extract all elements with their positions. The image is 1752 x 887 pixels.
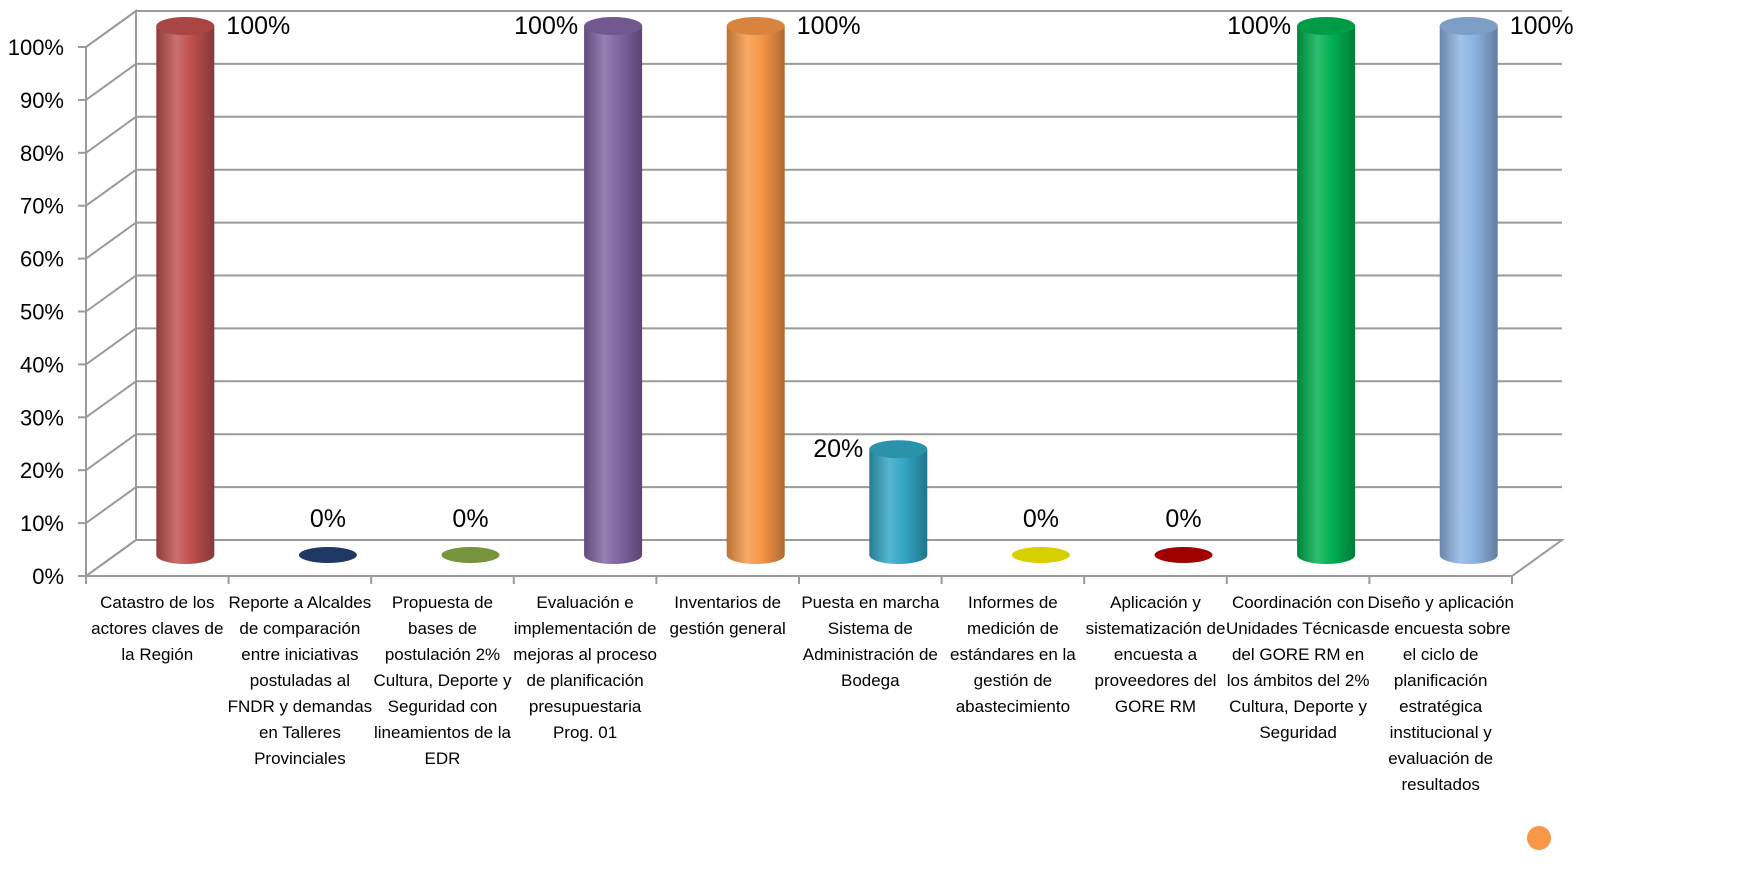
gridline bbox=[85, 380, 1562, 419]
data-label: 0% bbox=[452, 505, 488, 533]
data-label: 100% bbox=[797, 12, 861, 40]
bar-disc bbox=[441, 547, 500, 563]
y-tick-label: 10% bbox=[20, 511, 64, 536]
y-tick-label: 40% bbox=[20, 352, 64, 377]
bar-top bbox=[1297, 17, 1356, 35]
bar-body bbox=[1297, 26, 1356, 564]
bar-5 bbox=[726, 17, 785, 564]
gridline bbox=[85, 10, 1562, 48]
bar-4 bbox=[584, 17, 643, 564]
floor bbox=[82, 539, 1566, 577]
bar-body bbox=[156, 26, 215, 564]
y-axis-ticks: 0% 10% 20% 30% 40% 50% 60% 70% 80% 90% 100% bbox=[8, 35, 1513, 589]
gridline bbox=[85, 486, 1562, 524]
gridline bbox=[85, 274, 1562, 313]
bar-disc bbox=[1011, 547, 1070, 563]
bar-7 bbox=[1011, 547, 1070, 563]
y-tick-label: 20% bbox=[20, 458, 64, 483]
y-tick-label: 100% bbox=[8, 35, 64, 60]
data-labels: 100% 0% 0% 100% 100% 20% 0% 0% 100% 100% bbox=[226, 12, 1573, 533]
y-tick-label: 90% bbox=[20, 88, 64, 113]
bar-disc bbox=[1154, 547, 1213, 563]
bar-top bbox=[726, 17, 785, 35]
gridline bbox=[85, 433, 1562, 472]
bars bbox=[156, 17, 1498, 564]
gridline bbox=[85, 221, 1562, 260]
gridline bbox=[85, 62, 1562, 101]
y-tick-label: 60% bbox=[20, 247, 64, 272]
bar-3 bbox=[441, 547, 500, 563]
bar-body bbox=[1439, 26, 1498, 564]
y-tick-label: 0% bbox=[32, 564, 64, 589]
data-label: 100% bbox=[226, 12, 290, 40]
bar-body bbox=[726, 26, 785, 564]
gridline bbox=[85, 168, 1562, 207]
bar-8 bbox=[1154, 547, 1213, 563]
data-label: 0% bbox=[1165, 505, 1201, 533]
bar-2 bbox=[298, 547, 357, 563]
bar-body bbox=[869, 449, 928, 564]
bar-10 bbox=[1439, 17, 1498, 564]
data-label: 0% bbox=[310, 505, 346, 533]
bar-top bbox=[869, 440, 928, 459]
y-tick-label: 70% bbox=[20, 194, 64, 219]
bar-6 bbox=[869, 440, 928, 564]
data-label: 100% bbox=[1510, 12, 1574, 40]
gridline bbox=[85, 115, 1562, 154]
data-label: 20% bbox=[813, 435, 863, 463]
bar-body bbox=[584, 26, 643, 564]
data-label: 100% bbox=[1227, 12, 1291, 40]
data-label: 0% bbox=[1023, 505, 1059, 533]
gridlines bbox=[85, 10, 1562, 524]
bar-top bbox=[156, 17, 215, 35]
gridline bbox=[85, 327, 1562, 366]
data-label: 100% bbox=[514, 12, 578, 40]
bar-top bbox=[1439, 17, 1498, 35]
y-tick-label: 50% bbox=[20, 300, 64, 325]
orange-dot-marker bbox=[1527, 826, 1551, 850]
bar-9 bbox=[1297, 17, 1356, 564]
bar-top bbox=[584, 17, 643, 35]
y-tick-label: 80% bbox=[20, 141, 64, 166]
y-tick-label: 30% bbox=[20, 405, 64, 430]
bar-1 bbox=[156, 17, 215, 564]
bar-disc bbox=[298, 547, 357, 563]
